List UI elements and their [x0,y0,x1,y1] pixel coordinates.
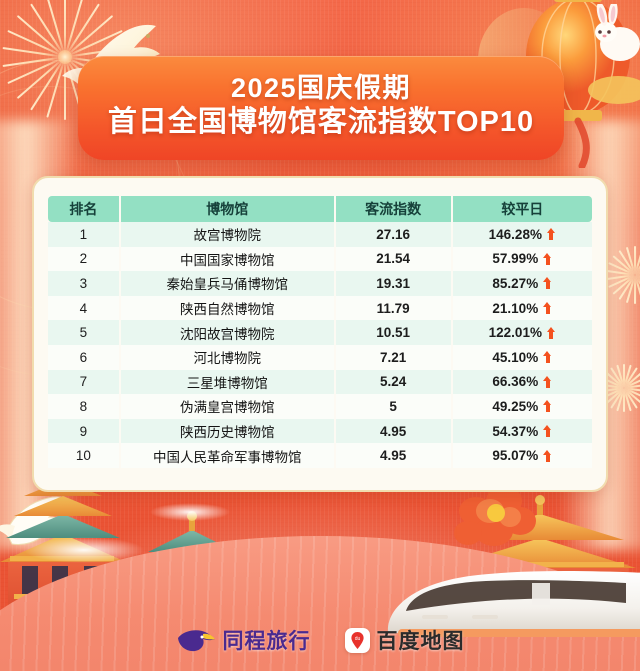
compare-value: 21.10% [492,300,539,316]
trend-up-arrow-icon [546,326,556,339]
cell-compare: 54.37% [451,418,592,444]
mist-cloud [150,503,230,521]
cell-compare: 85.27% [451,271,592,296]
peony-flower-icon [454,486,536,546]
cell-index: 4.95 [334,418,453,444]
cell-compare: 45.10% [451,344,592,370]
compare-value: 95.07% [492,448,539,464]
table-row: 7 三星堆博物馆 5.24 66.36% [48,369,592,395]
column-header-museum: 博物馆 [119,196,336,222]
title-line-2: 首日全国博物馆客流指数TOP10 [107,106,535,139]
cell-museum: 秦始皇兵马俑博物馆 [119,271,336,296]
table-body: 1 故宫博物院 27.16 146.28% 2 中国国家博物馆 21.54 57.99% 3 秦始… [48,222,592,468]
cell-index: 19.31 [334,271,453,296]
compare-value: 122.01% [488,325,542,341]
cell-compare: 66.36% [451,369,592,395]
column-header-compare: 较平日 [451,196,592,222]
trend-up-arrow-icon [543,425,552,438]
title-line-1: 2025国庆假期 [230,72,412,103]
cell-museum: 陕西自然博物馆 [119,295,336,321]
cell-rank: 4 [48,295,121,321]
table-row: 3 秦始皇兵马俑博物馆 19.31 85.27% [48,271,592,296]
trend-up-arrow-icon [543,375,552,388]
compare-value: 85.27% [492,275,539,291]
trend-up-arrow-icon [543,277,552,290]
cell-compare: 95.07% [451,443,592,468]
cell-index: 21.54 [334,246,453,272]
rabbit-icon [595,4,640,61]
cell-compare: 21.10% [451,295,592,321]
cell-index: 5.24 [334,369,453,395]
column-header-rank: 排名 [48,196,121,222]
baidu-map-tile: du [344,627,370,653]
table-header-row: 排名 博物馆 客流指数 较平日 [48,196,592,222]
cell-index: 27.16 [334,222,453,247]
svg-text:du: du [354,636,360,642]
table-row: 8 伪满皇宫博物馆 5 49.25% [48,394,592,419]
high-speed-train-icon [387,571,640,637]
cell-museum: 陕西历史博物馆 [119,418,336,444]
brand-tongcheng[interactable]: 同程旅行 [176,625,311,655]
cell-museum: 沈阳故宫博物院 [119,320,336,345]
cell-index: 5 [334,394,453,419]
cell-index: 10.51 [334,320,453,345]
cell-index: 11.79 [334,295,453,321]
cell-rank: 6 [48,344,121,370]
cell-museum: 河北博物院 [119,344,336,370]
compare-value: 57.99% [492,251,539,267]
cell-rank: 9 [48,418,121,444]
cell-compare: 122.01% [451,320,592,345]
table-row: 10 中国人民革命军事博物馆 4.95 95.07% [48,443,592,468]
cell-rank: 5 [48,320,121,345]
cell-compare: 57.99% [451,246,592,272]
cell-index: 7.21 [334,344,453,370]
compare-value: 45.10% [492,349,539,365]
cell-rank: 8 [48,394,121,419]
tongcheng-bird-icon [177,630,215,652]
trend-up-arrow-icon [543,449,552,462]
brand-baidu-label: 百度地图 [376,630,465,653]
cell-rank: 3 [48,271,121,296]
compare-value: 146.28% [488,226,542,242]
table-row: 6 河北博物院 7.21 45.10% [48,344,592,370]
ranking-table-card: 排名 博物馆 客流指数 较平日 1 故宫博物院 27.16 146.28% 2 中国国家博… [32,176,608,492]
trend-up-arrow-icon [543,252,552,265]
cell-museum: 中国人民革命军事博物馆 [119,443,336,468]
table-row: 2 中国国家博物馆 21.54 57.99% [48,246,592,272]
table-row: 4 陕西自然博物馆 11.79 21.10% [48,295,592,321]
cell-rank: 10 [48,443,121,468]
mist-cloud [24,537,144,563]
trend-up-arrow-icon [543,302,552,315]
table-header: 排名 博物馆 客流指数 较平日 [48,196,592,222]
cell-index: 4.95 [334,443,453,468]
trend-up-arrow-icon [543,400,552,413]
cell-museum: 中国国家博物馆 [119,246,336,272]
footer-brands: 同程旅行 du 百度地图 [0,625,640,655]
table-row: 1 故宫博物院 27.16 146.28% [48,222,592,247]
table-row: 9 陕西历史博物馆 4.95 54.37% [48,418,592,444]
banner-title: 2025国庆假期 首日全国博物馆客流指数TOP10 [78,56,564,160]
compare-value: 66.36% [492,374,539,390]
trend-up-arrow-icon [546,228,556,241]
cell-rank: 2 [48,246,121,272]
cell-compare: 49.25% [451,394,592,419]
baidu-map-pin-icon: du [350,631,364,649]
chinese-architecture-icon [0,441,640,671]
column-header-index: 客流指数 [334,196,453,222]
ranking-table: 排名 博物馆 客流指数 较平日 1 故宫博物院 27.16 146.28% 2 中国国家博… [48,196,592,468]
trend-up-arrow-icon [543,351,552,364]
cell-museum: 三星堆博物馆 [119,369,336,395]
table-row: 5 沈阳故宫博物院 10.51 122.01% [48,320,592,345]
compare-value: 49.25% [492,398,539,414]
cell-rank: 1 [48,222,121,247]
cell-rank: 7 [48,369,121,395]
cell-museum: 故宫博物院 [119,222,336,247]
brand-baidu-map[interactable]: du 百度地图 [344,625,465,655]
cell-compare: 146.28% [451,222,592,247]
cell-museum: 伪满皇宫博物馆 [119,394,336,419]
compare-value: 54.37% [492,423,539,439]
brand-tongcheng-label: 同程旅行 [222,630,311,653]
